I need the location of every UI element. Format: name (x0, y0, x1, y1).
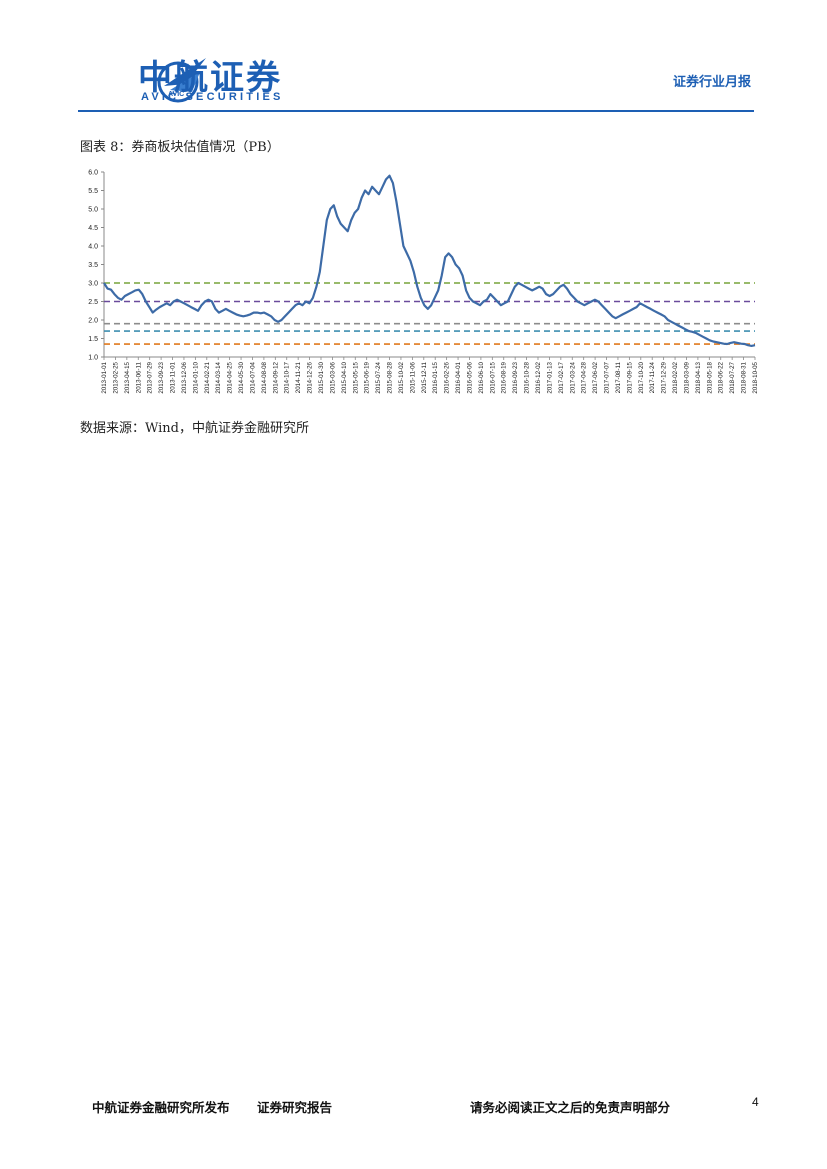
x-tick-label: 2017-09-15 (626, 361, 633, 393)
y-tick-label: 3.5 (88, 262, 98, 269)
x-tick-label: 2015-04-10 (341, 361, 348, 393)
x-tick-label: 2013-09-23 (158, 361, 165, 393)
x-tick-label: 2016-07-15 (489, 361, 496, 393)
x-tick-label: 2018-06-22 (718, 361, 725, 393)
x-tick-label: 2014-09-12 (272, 361, 279, 393)
x-tick-label: 2017-10-20 (638, 361, 645, 393)
y-tick-label: 1.0 (88, 355, 98, 362)
x-tick-label: 2018-03-09 (683, 361, 690, 393)
y-tick-label: 4.5 (88, 225, 98, 232)
x-tick-label: 2017-11-24 (649, 361, 656, 393)
x-tick-label: 2018-04-13 (695, 361, 702, 393)
page-header: AVIC 中航证券 AVIC SECURITIES 证券行业月报 (0, 0, 827, 112)
x-tick-label: 2013-12-06 (181, 361, 188, 393)
x-tick-label: 2017-03-24 (569, 361, 576, 393)
x-tick-label: 2015-03-06 (329, 361, 336, 393)
x-tick-label: 2016-01-15 (432, 361, 439, 393)
y-tick-label: 5.5 (88, 188, 98, 195)
x-tick-label: 2016-08-19 (501, 361, 508, 393)
y-tick-label: 2.0 (88, 318, 98, 325)
y-tick-label: 5.0 (88, 207, 98, 214)
x-tick-label: 2015-01-30 (318, 361, 325, 393)
brand-name-en: AVIC SECURITIES (141, 91, 284, 103)
footer-disclaimer: 请务必阅读正文之后的免责声明部分 (470, 1100, 671, 1115)
x-tick-label: 2013-06-11 (135, 361, 142, 393)
x-tick-label: 2013-11-01 (170, 361, 177, 393)
x-tick-label: 2018-08-31 (741, 361, 748, 393)
x-tick-label: 2015-10-02 (398, 361, 405, 393)
x-tick-label: 2014-03-14 (215, 361, 222, 393)
x-tick-label: 2018-10-05 (752, 361, 759, 393)
page-number: 4 (752, 1095, 759, 1109)
brand-name-cn: 中航证券 (138, 58, 282, 98)
x-tick-label: 2017-06-02 (592, 361, 599, 393)
x-tick-label: 2013-07-29 (147, 361, 154, 393)
footer-publisher: 中航证券金融研究所发布 (92, 1100, 230, 1115)
x-tick-label: 2018-07-27 (729, 361, 736, 393)
y-tick-label: 1.5 (88, 336, 98, 343)
x-tick-label: 2014-12-26 (307, 361, 314, 393)
x-tick-label: 2016-06-10 (478, 361, 485, 393)
y-tick-label: 4.0 (88, 244, 98, 251)
x-tick-label: 2014-02-21 (204, 361, 211, 393)
x-tick-label: 2016-04-01 (455, 361, 462, 393)
x-tick-label: 2013-01-01 (101, 361, 108, 393)
x-tick-label: 2014-01-10 (192, 361, 199, 393)
x-tick-label: 2014-04-25 (227, 361, 234, 393)
x-tick-label: 2014-10-17 (284, 361, 291, 393)
x-tick-label: 2015-08-28 (387, 361, 394, 393)
footer-report-label: 证券研究报告 (257, 1100, 333, 1115)
x-tick-label: 2015-05-15 (352, 361, 359, 393)
logo-text: AVIC (168, 91, 184, 98)
x-tick-label: 2017-01-13 (546, 361, 553, 393)
figure-caption: 图表 8：券商板块估值情况（PB） (80, 140, 280, 155)
y-tick-label: 2.5 (88, 299, 98, 306)
report-type-label: 证券行业月报 (672, 75, 751, 90)
header-divider (78, 110, 754, 112)
x-tick-label: 2014-07-04 (249, 361, 256, 393)
x-tick-label: 2017-04-28 (581, 361, 588, 393)
pb-series-line (103, 174, 756, 347)
x-tick-label: 2016-12-02 (535, 361, 542, 393)
data-source-note: 数据来源：Wind，中航证券金融研究所 (80, 421, 309, 436)
x-tick-label: 2015-11-06 (409, 361, 416, 393)
x-tick-label: 2014-08-08 (261, 361, 268, 393)
x-tick-label: 2014-05-30 (238, 361, 245, 393)
avic-logo-icon: AVIC (157, 58, 206, 103)
x-tick-label: 2015-06-19 (364, 361, 371, 393)
x-tick-label: 2018-05-18 (706, 361, 713, 393)
x-tick-label: 2013-04-15 (124, 361, 131, 393)
y-tick-label: 3.0 (88, 281, 98, 288)
x-tick-label: 2016-05-06 (466, 361, 473, 393)
x-tick-label: 2016-10-28 (524, 361, 531, 393)
x-tick-label: 2015-07-24 (375, 361, 382, 393)
y-tick-label: 6.0 (88, 170, 98, 177)
pb-valuation-chart: 1.0 1.5 2.0 2.5 3.0 3.5 4.0 4.5 5.0 5.5 6.0 2013-01… (80, 160, 760, 405)
x-tick-label: 2015-12-11 (421, 361, 428, 393)
x-tick-label: 2014-11-21 (295, 361, 302, 393)
x-tick-label: 2013-02-25 (112, 361, 119, 393)
x-tick-label: 2016-02-26 (444, 361, 451, 393)
x-tick-label: 2017-07-07 (604, 361, 611, 393)
x-tick-label: 2017-02-17 (558, 361, 565, 393)
chart-svg: 1.0 1.5 2.0 2.5 3.0 3.5 4.0 4.5 5.0 5.5 6.0 2013-01… (88, 170, 759, 394)
x-tick-label: 2016-09-23 (512, 361, 519, 393)
x-tick-label: 2017-08-11 (615, 361, 622, 393)
x-tick-label: 2017-12-29 (661, 361, 668, 393)
x-tick-label: 2018-02-02 (672, 361, 679, 393)
